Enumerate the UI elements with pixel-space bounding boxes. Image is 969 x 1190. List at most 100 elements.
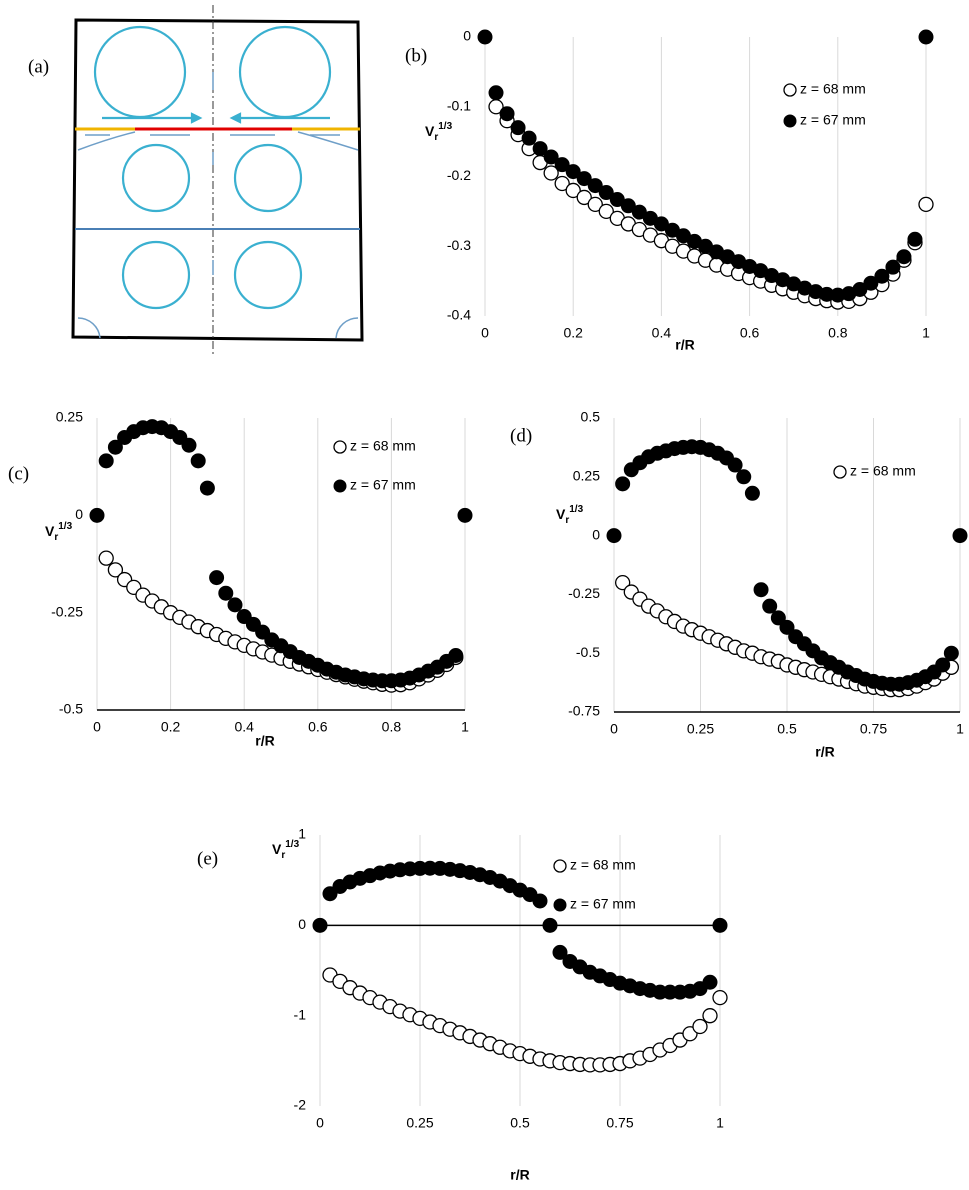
point [896, 249, 912, 265]
y-tick-label: 0.5 [581, 409, 601, 425]
point [935, 657, 951, 673]
panel-label: (c) [8, 463, 29, 484]
y-tick-label: -0.5 [59, 701, 83, 717]
y-tick-label: -0.4 [447, 307, 471, 323]
vortex [233, 240, 303, 310]
y-label-sup: 1/3 [58, 521, 72, 532]
y-tick-label: -1 [294, 1006, 307, 1022]
vortices [93, 25, 332, 310]
point [199, 480, 215, 496]
y-tick-label: -0.2 [447, 167, 471, 183]
y-label-sup: 1/3 [569, 504, 583, 515]
point [488, 85, 504, 101]
panel-label: (a) [28, 56, 49, 77]
point [565, 182, 581, 199]
y-tick-label: 0.25 [56, 409, 83, 425]
point [457, 507, 473, 523]
point [952, 528, 968, 544]
x-tick-label: 0 [481, 325, 489, 341]
point [918, 196, 934, 213]
x-tick-label: 0.8 [382, 719, 402, 735]
y-label-sub: r [565, 515, 569, 526]
y-label-base: V [272, 841, 282, 857]
point [542, 917, 558, 933]
y-axis-label: Vr1/3 [272, 839, 300, 861]
panel-label: (b) [405, 45, 427, 66]
point [779, 619, 795, 635]
y-label-base: V [45, 523, 55, 539]
y-axis-label: Vr1/3 [556, 504, 584, 526]
y-tick-label: -0.75 [568, 703, 600, 719]
y-label-sub: r [54, 532, 58, 543]
legend-label: z = 68 mm [570, 857, 636, 873]
y-tick-label: 0 [75, 506, 83, 522]
vortex [121, 240, 191, 310]
y-tick-label: 0 [298, 916, 306, 932]
point [98, 550, 114, 566]
point [874, 268, 890, 284]
y-tick-label: -2 [294, 1097, 307, 1113]
y-tick-label: -0.25 [568, 585, 600, 601]
y-label-base: V [556, 506, 566, 522]
x-tick-label: 0.75 [860, 721, 887, 737]
legend-label: z = 67 mm [570, 896, 636, 912]
point [576, 189, 592, 206]
point [712, 917, 728, 933]
point [615, 574, 631, 591]
point [554, 157, 570, 173]
legend-label: z = 68 mm [800, 81, 866, 97]
point [615, 476, 631, 492]
point [606, 528, 622, 544]
x-tick-label: 0.8 [828, 325, 848, 341]
point [587, 178, 603, 194]
point [702, 1008, 718, 1024]
y-tick-label: 0 [592, 526, 600, 542]
point [218, 585, 234, 601]
point [227, 597, 243, 613]
point [521, 130, 537, 146]
point [943, 645, 959, 661]
legend-marker [333, 440, 347, 454]
chart: 0 0.25 0.5 0.75 1 1 0 -1 -2 (e) r/R Vr1/3 z = 68 mm z… [197, 826, 728, 1183]
legend-marker [783, 83, 797, 97]
legend-marker [833, 465, 847, 479]
point [107, 562, 124, 578]
point [565, 164, 581, 180]
point [89, 507, 105, 523]
chart: 0 0.2 0.4 0.6 0.8 1 0.25 0 -0.25 -0.5 (c) r/R Vr1/3 z… [8, 409, 473, 749]
point [209, 570, 225, 586]
arc [77, 131, 136, 151]
y-label-sup: 1/3 [438, 121, 452, 132]
point [532, 141, 548, 157]
y-tick-label: -0.1 [447, 97, 471, 113]
y-label-sub: r [281, 850, 285, 861]
point [587, 196, 603, 213]
x-tick-label: 1 [922, 325, 930, 341]
x-tick-label: 0.6 [308, 719, 328, 735]
arc [77, 317, 101, 339]
x-tick-label: 0.2 [563, 325, 583, 341]
point [762, 598, 778, 614]
x-tick-label: 0 [93, 719, 101, 735]
y-label-sub: r [434, 132, 438, 143]
point [499, 106, 515, 122]
point [576, 171, 592, 187]
y-label-base: V [425, 123, 435, 139]
panel-label: (d) [510, 425, 532, 446]
vortex [233, 143, 303, 213]
y-label-sup: 1/3 [285, 839, 299, 850]
x-tick-label: 0.5 [510, 1115, 530, 1131]
x-axis-label: r/R [510, 1167, 529, 1183]
point [885, 259, 901, 275]
x-tick-label: 0.6 [740, 325, 760, 341]
point [552, 944, 568, 960]
legend-label: z = 67 mm [350, 477, 416, 493]
point [107, 439, 123, 455]
legend-label: z = 68 mm [350, 438, 416, 454]
legend-marker [553, 859, 567, 873]
point [863, 275, 879, 291]
point [543, 149, 559, 165]
point [477, 29, 493, 45]
point [712, 989, 728, 1006]
